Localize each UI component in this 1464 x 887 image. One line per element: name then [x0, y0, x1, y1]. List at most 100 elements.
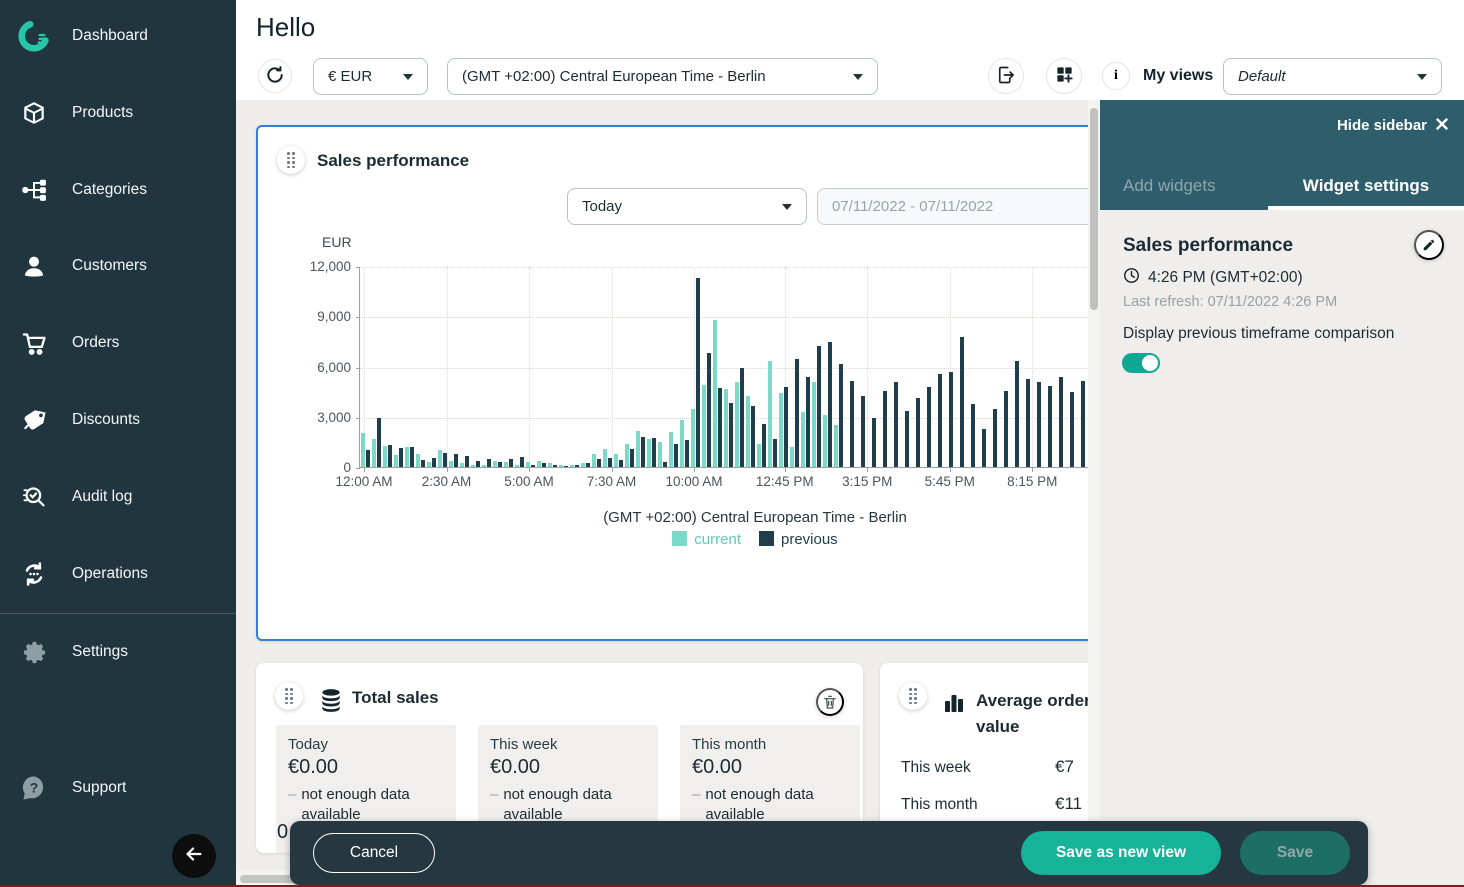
cancel-button[interactable]: Cancel — [313, 833, 435, 873]
chart-bar-previous — [916, 398, 920, 468]
chart-bar-previous — [905, 411, 909, 467]
panel-header: Hide sidebar Add widgets Widget settings — [1100, 100, 1464, 210]
x-tick — [1032, 467, 1033, 472]
chart-bar-current — [603, 449, 607, 467]
chart-bar-previous — [784, 387, 788, 467]
chart-bar-previous — [1081, 381, 1085, 467]
save-as-new-view-button[interactable]: Save as new view — [1021, 831, 1221, 875]
sidebar-item-categories[interactable]: Categories — [0, 168, 236, 212]
chart-bar-previous — [806, 377, 810, 467]
chart-bar-previous — [894, 382, 898, 467]
active-tab-underline — [1268, 206, 1464, 210]
chart-legend: current previous — [359, 531, 1088, 548]
y-tick-label: 12,000 — [291, 259, 351, 274]
chart-bar-previous — [531, 465, 535, 468]
hide-sidebar-label: Hide sidebar — [1337, 117, 1427, 134]
gear-icon — [17, 635, 51, 669]
dash-icon: – — [490, 785, 498, 826]
sidebar-item-customers[interactable]: Customers — [0, 244, 236, 288]
dashboard-content: Sales performance Today 07/11/2022 - 07/… — [236, 100, 1088, 887]
chart-bar-current — [768, 361, 772, 467]
stat-note: –not enough data available — [490, 785, 646, 826]
chart-bar-previous — [982, 429, 986, 467]
gridline — [360, 368, 1088, 369]
export-icon — [996, 65, 1016, 88]
chart-bar-current — [548, 463, 552, 467]
close-icon[interactable] — [1436, 117, 1448, 134]
view-select[interactable]: Default — [1223, 58, 1442, 95]
chart-bar-previous — [707, 353, 711, 467]
date-range-input[interactable]: 07/11/2022 - 07/11/2022 — [817, 188, 1088, 225]
x-tick-label: 5:00 AM — [504, 474, 554, 489]
chart-bar-previous — [520, 457, 524, 467]
sidebar-item-orders[interactable]: Orders — [0, 321, 236, 365]
chart-bar-current — [702, 385, 706, 467]
sidebar-item-products[interactable]: Products — [0, 91, 236, 135]
tag-icon — [17, 403, 51, 437]
dash-icon: – — [692, 785, 700, 826]
currency-select[interactable]: € EUR — [313, 58, 428, 95]
comparison-toggle[interactable] — [1122, 353, 1160, 373]
y-tick — [356, 267, 360, 268]
aov-week-label: This week — [901, 759, 971, 777]
gridline — [529, 267, 530, 467]
widget-title: Total sales — [352, 688, 439, 708]
save-button[interactable]: Save — [1240, 831, 1350, 875]
timezone-select[interactable]: (GMT +02:00) Central European Time - Ber… — [447, 58, 878, 95]
x-tick-label: 8:15 PM — [1007, 474, 1057, 489]
x-tick-label: 7:30 AM — [587, 474, 637, 489]
tab-add-widgets[interactable]: Add widgets — [1123, 176, 1216, 196]
vertical-scrollbar[interactable] — [1088, 100, 1100, 887]
question-bubble-icon: ? — [17, 771, 51, 805]
tab-widget-settings[interactable]: Widget settings — [1268, 176, 1464, 196]
x-tick — [447, 467, 448, 472]
hide-sidebar-button[interactable]: Hide sidebar — [1337, 117, 1448, 134]
drag-handle-icon[interactable] — [275, 682, 303, 710]
export-button[interactable] — [988, 58, 1024, 94]
partial-stat-value: 0 — [277, 821, 288, 844]
chart-bar-current — [669, 432, 673, 467]
sidebar-item-support[interactable]: ? Support — [0, 766, 236, 810]
widget-settings-panel: Hide sidebar Add widgets Widget settings… — [1100, 100, 1464, 887]
add-widget-button[interactable] — [1046, 58, 1082, 94]
sidebar-item-operations[interactable]: Operations — [0, 552, 236, 596]
sidebar-item-dashboard[interactable]: Dashboard — [0, 14, 236, 58]
chevron-down-icon — [782, 204, 792, 210]
chart-bar-current — [790, 447, 794, 467]
chart-bar-current — [658, 442, 662, 467]
hierarchy-icon — [17, 173, 51, 207]
sidebar-item-discounts[interactable]: Discounts — [0, 398, 236, 442]
chart-bar-current — [405, 447, 409, 467]
stat-value: €0.00 — [490, 756, 646, 779]
chart-bar-current — [823, 415, 827, 467]
chart-bar-previous — [1048, 386, 1052, 467]
sidebar-item-audit-log[interactable]: Audit log — [0, 475, 236, 519]
y-tick — [356, 468, 360, 469]
chart-bar-previous — [817, 346, 821, 467]
chevron-down-icon — [403, 74, 413, 80]
trash-icon[interactable] — [816, 688, 844, 716]
refresh-button[interactable] — [258, 59, 292, 93]
chart-bar-current — [416, 454, 420, 467]
legend-previous: previous — [759, 531, 838, 548]
arrow-left-icon — [183, 843, 205, 870]
stat-period: Today — [288, 736, 444, 753]
vertical-scrollbar-thumb[interactable] — [1090, 108, 1098, 310]
drag-handle-icon[interactable] — [277, 146, 305, 174]
info-icon[interactable]: i — [1102, 62, 1130, 90]
stat-note: –not enough data available — [288, 785, 444, 826]
chart-bar-previous — [1015, 361, 1019, 467]
chart-bar-previous — [729, 403, 733, 467]
period-select[interactable]: Today — [567, 188, 807, 225]
save-view-action-bar: Cancel Save as new view Save — [290, 821, 1368, 885]
edit-pencil-icon[interactable] — [1414, 230, 1444, 260]
comparison-toggle-label: Display previous timeframe comparison — [1123, 325, 1394, 343]
chart-bar-previous — [839, 364, 843, 467]
gridline — [1032, 267, 1033, 467]
collapse-sidebar-button[interactable] — [172, 834, 216, 878]
stat-period: This week — [490, 736, 646, 753]
sidebar-item-settings[interactable]: Settings — [0, 630, 236, 674]
chevron-down-icon — [853, 74, 863, 80]
drag-handle-icon[interactable] — [899, 682, 927, 710]
chart-bar-previous — [938, 374, 942, 467]
